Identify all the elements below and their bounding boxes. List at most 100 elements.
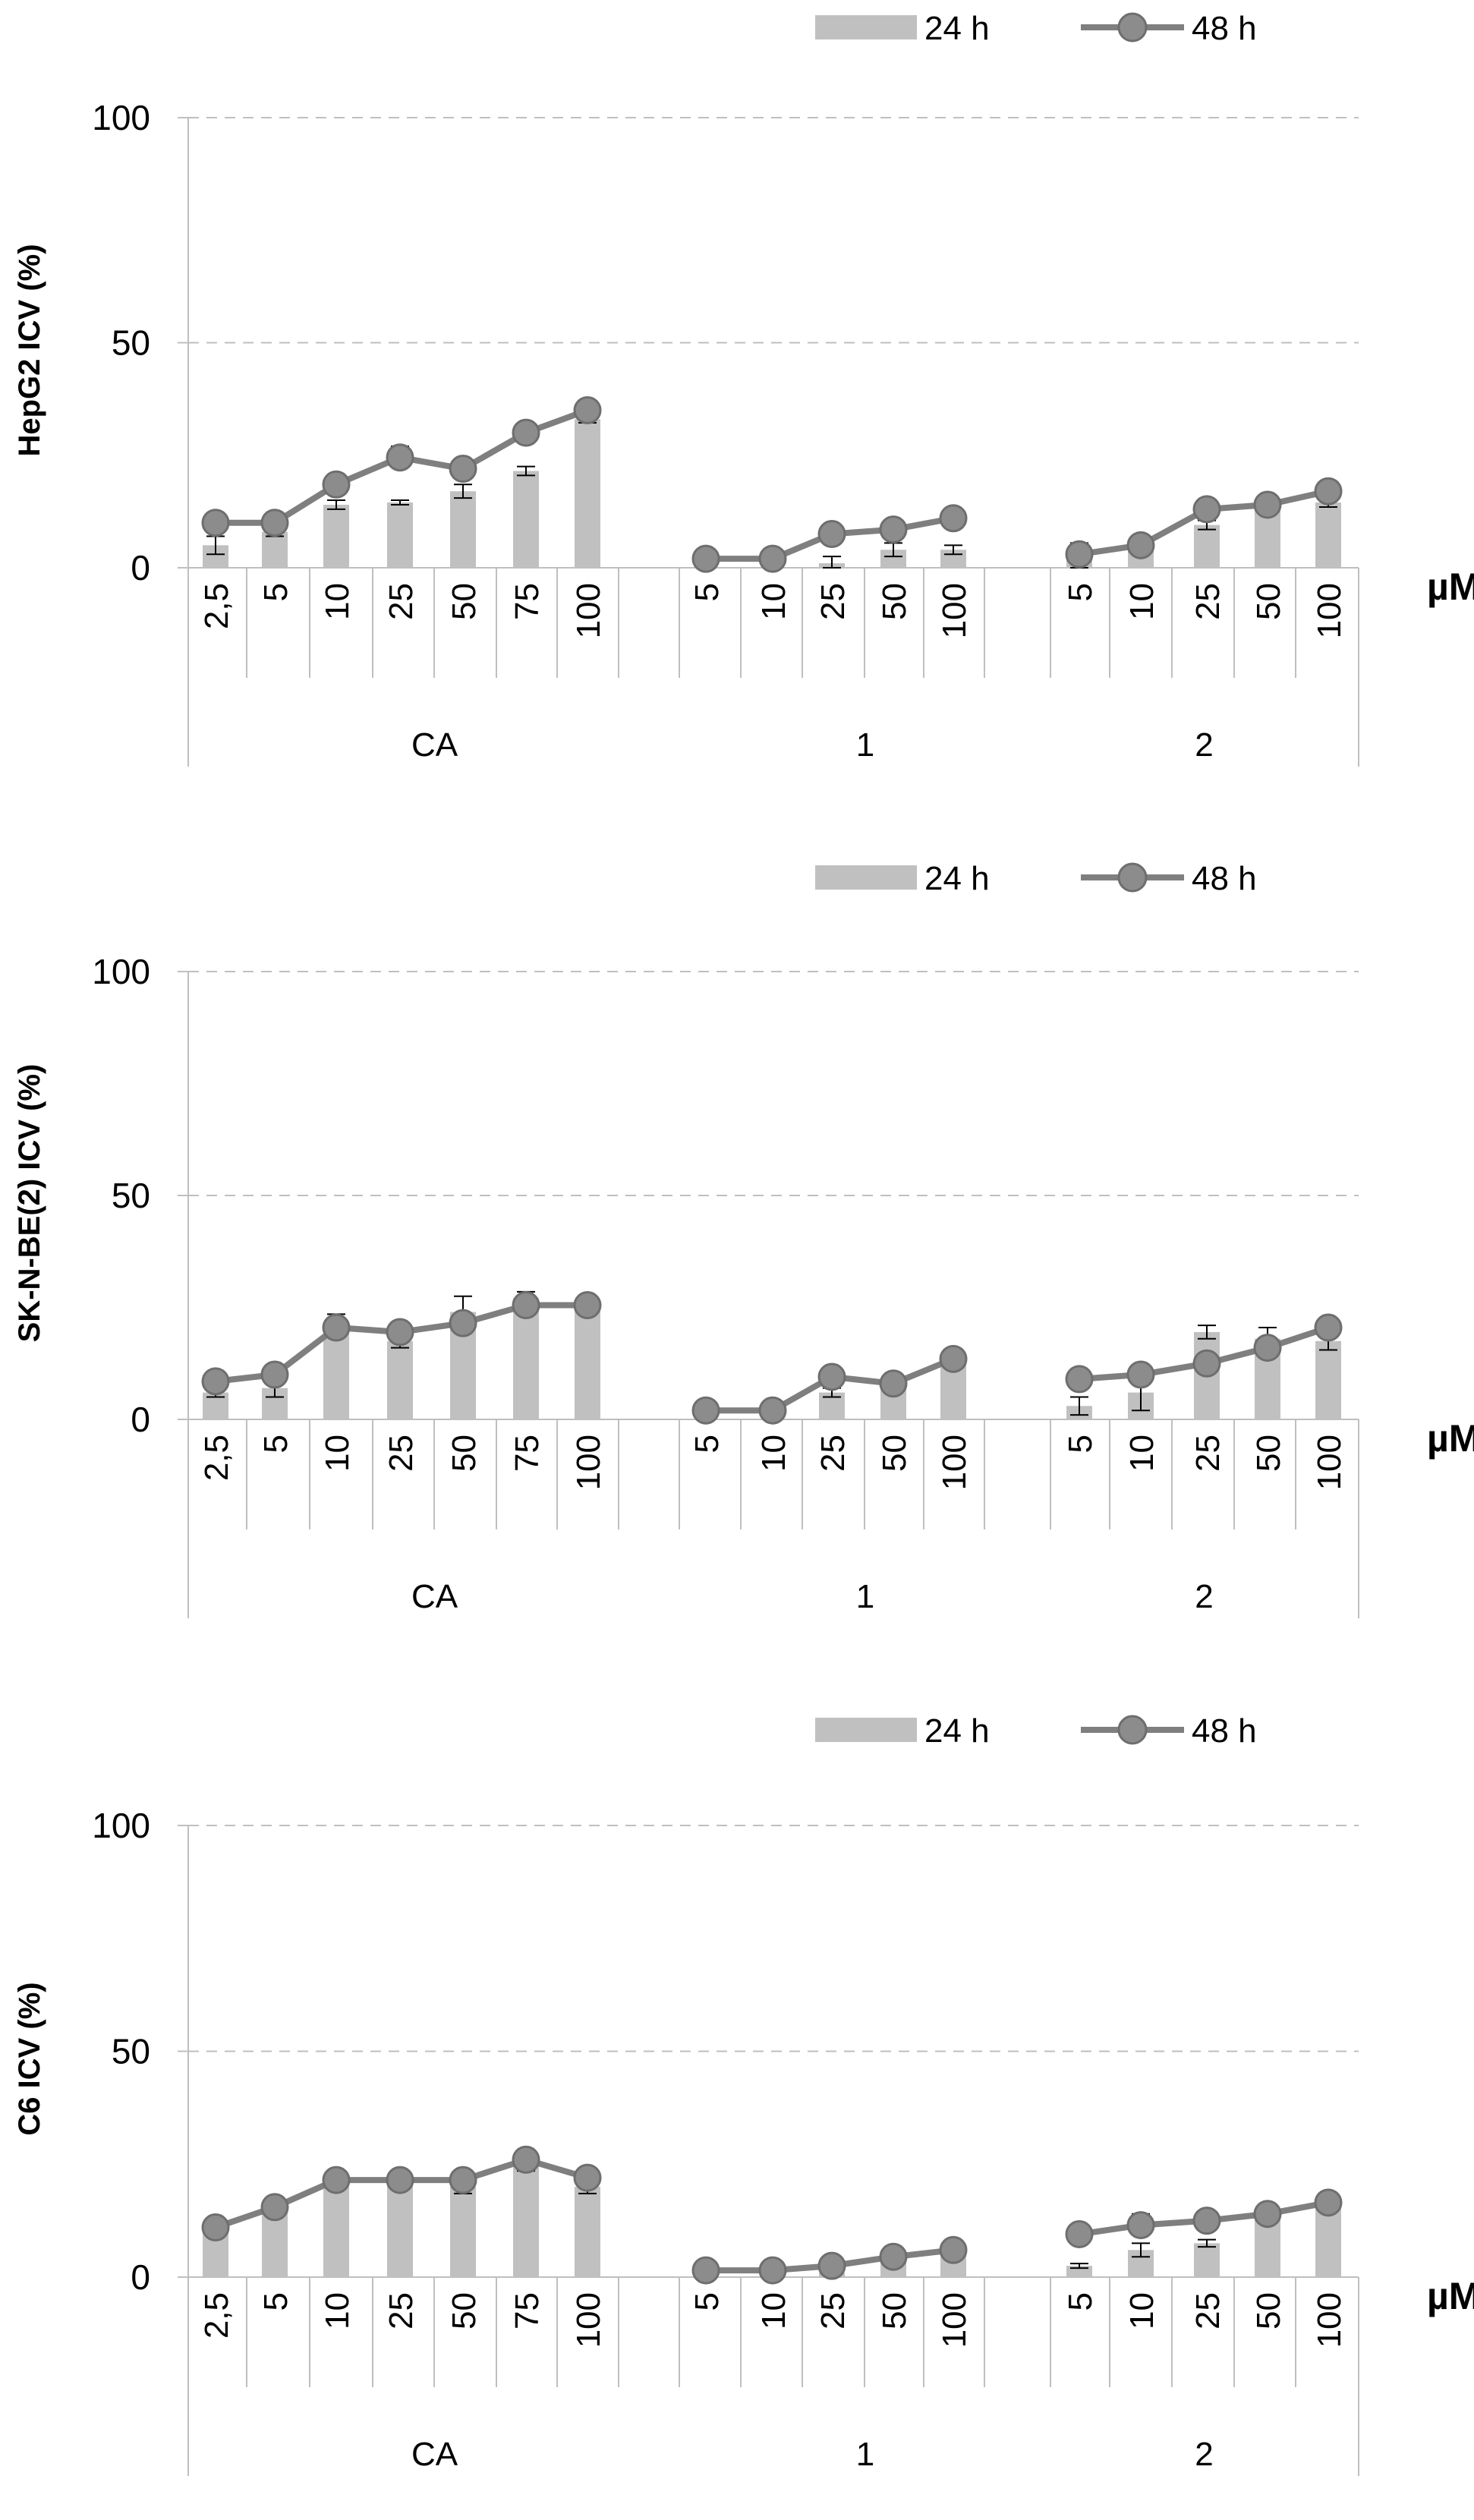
x-tick-label: 10 (1123, 2292, 1161, 2329)
x-tick-label: 100 (570, 583, 607, 638)
legend-marker-swatch (1117, 1715, 1148, 1745)
point-48h (1065, 2219, 1094, 2248)
x-tick-label: 50 (1250, 2292, 1287, 2329)
point-48h (449, 1309, 477, 1337)
x-tick-label: 50 (876, 1435, 913, 1472)
point-48h (322, 470, 351, 499)
bar (387, 502, 413, 568)
x-tick-label: 75 (509, 2292, 546, 2329)
point-48h (573, 1291, 602, 1320)
legend-bar-label: 24 h (924, 860, 990, 897)
point-48h (691, 1396, 720, 1425)
gridlines (188, 117, 1359, 344)
point-48h (817, 1362, 846, 1391)
point-48h (449, 2166, 477, 2194)
bar (450, 2187, 476, 2277)
x-tick-label: 5 (688, 1435, 726, 1453)
y-axis-label: SK-N-BE(2) ICV (%) (13, 1064, 46, 1343)
point-48h (260, 2193, 289, 2222)
bar (1315, 1340, 1341, 1419)
y-tick-label-100: 100 (92, 98, 150, 137)
point-48h (386, 2166, 414, 2194)
legend-bar-swatch (815, 15, 917, 39)
unit-label: µM (1427, 1417, 1474, 1460)
x-tick-label: 100 (570, 2292, 607, 2348)
point-48h (322, 1313, 351, 1342)
bar (513, 471, 539, 568)
y-tick-label-100: 100 (92, 952, 150, 991)
point-48h (512, 1291, 540, 1320)
x-tick-label: 2,5 (198, 2292, 235, 2339)
y-tick-label-0: 0 (131, 548, 150, 587)
point-48h (879, 2242, 908, 2271)
point-48h (758, 544, 787, 573)
bar (880, 550, 906, 568)
point-48h (758, 1396, 787, 1425)
y-axis-label: HepG2 ICV (%) (13, 244, 46, 456)
point-48h (1253, 2200, 1282, 2229)
legend-marker-swatch (1117, 862, 1148, 893)
point-48h (939, 504, 968, 533)
x-tick-label: 5 (1062, 2292, 1099, 2311)
point-48h (1065, 540, 1094, 569)
point-48h (573, 2163, 602, 2192)
bars-24h (203, 2152, 1341, 2277)
x-tick-label: 25 (814, 2292, 852, 2329)
group-label: 1 (856, 1578, 874, 1615)
point-48h (260, 509, 289, 537)
bar (262, 531, 288, 568)
group-label: 1 (856, 2436, 874, 2473)
gridlines (188, 1825, 1359, 2052)
x-tick-label: 5 (1062, 1435, 1099, 1453)
x-tick-label: 50 (446, 2292, 483, 2329)
x-tick-label: 100 (1311, 1435, 1348, 1490)
point-48h (201, 509, 230, 537)
bar (1315, 2204, 1341, 2277)
bar (387, 1340, 413, 1419)
legend: 24 h 48 h (815, 860, 1257, 897)
x-tick-label: 2,5 (198, 1435, 235, 1481)
legend-marker-swatch (1117, 12, 1148, 43)
bar (1255, 509, 1280, 568)
point-48h (879, 515, 908, 544)
point-48h (201, 1367, 230, 1396)
point-48h (201, 2213, 230, 2242)
point-48h (1314, 1313, 1343, 1342)
point-48h (758, 2256, 787, 2285)
x-tick-label: 100 (936, 583, 973, 638)
x-tick-label: 50 (1250, 1435, 1287, 1472)
legend-bar-label: 24 h (924, 1712, 990, 1750)
legend-line-label: 48 h (1192, 1712, 1257, 1750)
x-tick-label: 5 (1062, 583, 1099, 601)
x-tick-label: 10 (1123, 583, 1161, 620)
y-tick-label-50: 50 (112, 323, 150, 363)
legend-line-label: 48 h (1192, 860, 1257, 897)
legend: 24 h 48 h (815, 1712, 1257, 1750)
bars-24h (203, 414, 1341, 569)
x-tick-label: 25 (383, 583, 420, 620)
point-48h (386, 443, 414, 472)
x-tick-label: 100 (936, 1435, 973, 1490)
x-tick-label: 50 (876, 2292, 913, 2329)
legend-line-label: 48 h (1192, 10, 1257, 47)
point-48h (260, 1360, 289, 1389)
y-tick-label-0: 0 (131, 2257, 150, 2297)
x-tick-label: 25 (1189, 583, 1227, 620)
y-axis-label: C6 ICV (%) (13, 1982, 46, 2135)
legend-bar-label: 24 h (924, 10, 990, 47)
point-48h (449, 455, 477, 484)
x-tick-label: 25 (383, 2292, 420, 2329)
point-48h (512, 2145, 540, 2174)
y-tick-label-0: 0 (131, 1400, 150, 1439)
x-tick-label: 100 (936, 2292, 973, 2348)
unit-label: µM (1427, 565, 1474, 608)
x-tick-label: 50 (1250, 583, 1287, 620)
bar (575, 419, 600, 568)
bar (323, 504, 349, 568)
point-48h (691, 544, 720, 573)
y-tick-label-50: 50 (112, 2032, 150, 2071)
x-tick-label: 25 (814, 1435, 852, 1472)
bar (575, 2187, 600, 2277)
